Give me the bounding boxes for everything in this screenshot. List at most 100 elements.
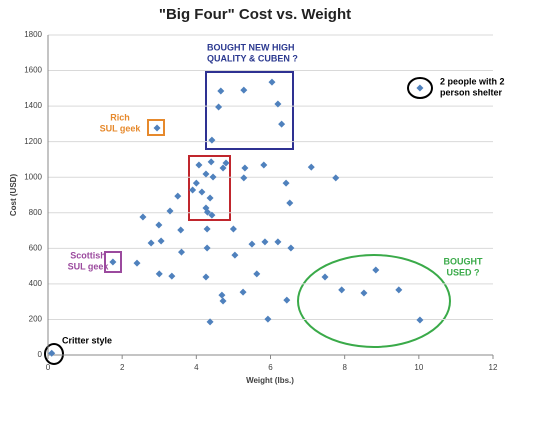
- x-tick-label: 12: [489, 363, 498, 372]
- data-point: [360, 289, 368, 297]
- data-point: [260, 161, 268, 169]
- data-point: [166, 207, 174, 215]
- data-point: [332, 174, 340, 182]
- data-point: [147, 239, 155, 247]
- data-point: [155, 270, 163, 278]
- data-point: [261, 238, 269, 246]
- highlight-box: [147, 119, 165, 136]
- data-point: [321, 273, 329, 281]
- annotation: Rich: [110, 112, 130, 122]
- x-tick-label: 0: [46, 363, 51, 372]
- annotation: SUL geek: [68, 261, 110, 271]
- annotation: USED ?: [446, 267, 479, 277]
- data-point: [219, 297, 227, 305]
- data-point: [307, 163, 315, 171]
- data-point: [189, 186, 197, 194]
- highlight-circle: [297, 254, 451, 348]
- data-point: [240, 86, 248, 94]
- data-point: [274, 100, 282, 108]
- data-point: [203, 208, 211, 216]
- y-tick-label: 400: [29, 279, 43, 288]
- data-point: [206, 194, 214, 202]
- y-tick-label: 600: [29, 243, 43, 252]
- data-point: [202, 170, 210, 178]
- data-point: [168, 272, 176, 280]
- data-point: [286, 199, 294, 207]
- highlight-circle: [407, 77, 433, 99]
- data-point: [229, 225, 237, 233]
- data-point: [139, 213, 147, 221]
- data-point: [109, 258, 117, 266]
- data-point: [217, 87, 225, 95]
- data-point: [219, 164, 227, 172]
- x-axis-label: Weight (lbs.): [246, 376, 294, 385]
- x-tick-label: 4: [194, 363, 199, 372]
- y-tick-label: 1200: [24, 137, 42, 146]
- data-point: [133, 259, 141, 267]
- highlight-box: [188, 155, 231, 221]
- data-point: [203, 225, 211, 233]
- y-tick-label: 0: [38, 350, 43, 359]
- x-tick-label: 8: [342, 363, 347, 372]
- y-tick-label: 1800: [24, 30, 42, 39]
- data-point: [208, 211, 216, 219]
- data-point: [241, 164, 249, 172]
- data-point: [274, 238, 282, 246]
- data-point: [218, 291, 226, 299]
- annotation: person shelter: [440, 87, 503, 97]
- data-point: [198, 188, 206, 196]
- data-point: [268, 78, 276, 86]
- y-tick-label: 1400: [24, 101, 42, 110]
- data-point: [240, 174, 248, 182]
- y-tick-label: 1000: [24, 172, 42, 181]
- data-point: [338, 286, 346, 294]
- data-point: [264, 315, 272, 323]
- annotation: 2 people with 2: [440, 76, 505, 86]
- data-point: [174, 192, 182, 200]
- data-point: [416, 316, 424, 324]
- annotation: QUALITY & CUBEN ?: [207, 53, 298, 63]
- data-point: [287, 244, 295, 252]
- x-tick-label: 10: [414, 363, 423, 372]
- data-point: [157, 237, 165, 245]
- data-point: [278, 120, 286, 128]
- highlight-box: [205, 71, 294, 150]
- data-point: [207, 158, 215, 166]
- data-point: [178, 248, 185, 256]
- annotation: BOUGHT: [444, 256, 483, 266]
- data-point: [222, 159, 230, 167]
- data-point: [209, 173, 217, 181]
- data-point: [416, 84, 424, 92]
- data-point: [215, 103, 223, 111]
- y-tick-label: 800: [29, 208, 43, 217]
- annotation: BOUGHT NEW HIGH: [207, 42, 295, 52]
- data-point: [177, 226, 185, 234]
- data-point: [253, 270, 261, 278]
- data-point: [206, 318, 214, 326]
- y-tick-label: 200: [29, 315, 43, 324]
- data-point: [192, 179, 200, 187]
- y-axis-label: Cost (USD): [9, 174, 18, 217]
- y-tick-label: 1600: [24, 66, 42, 75]
- data-point: [248, 240, 256, 248]
- data-point: [372, 266, 380, 274]
- data-point: [153, 124, 161, 132]
- data-point: [48, 349, 56, 357]
- highlight-box: [104, 251, 122, 273]
- x-tick-label: 2: [120, 363, 125, 372]
- data-point: [202, 273, 210, 281]
- data-point: [395, 286, 403, 294]
- data-point: [195, 161, 203, 169]
- annotation: Critter style: [62, 335, 112, 345]
- data-point: [231, 251, 239, 259]
- data-point: [208, 136, 216, 144]
- annotation: SUL geek: [100, 123, 142, 133]
- data-point: [282, 179, 290, 187]
- data-point: [283, 296, 291, 304]
- annotation: Scottish: [70, 250, 106, 260]
- data-point: [203, 244, 211, 252]
- data-point: [239, 288, 247, 296]
- x-tick-label: 6: [268, 363, 273, 372]
- chart-title: "Big Four" Cost vs. Weight: [159, 6, 351, 23]
